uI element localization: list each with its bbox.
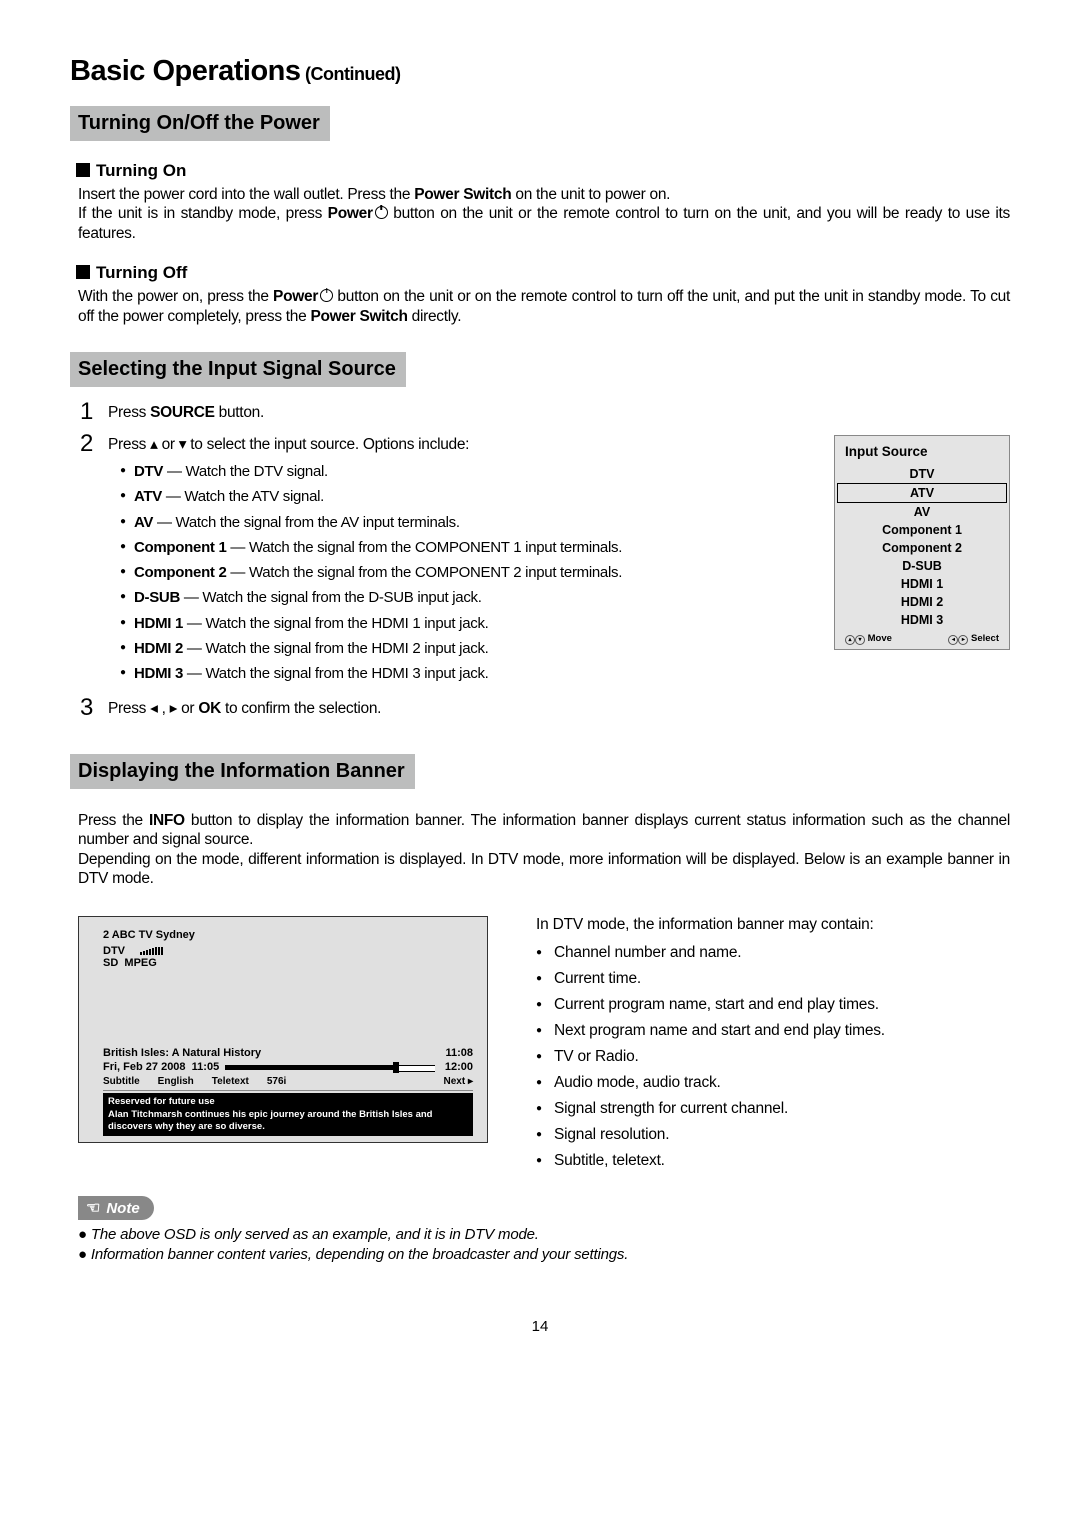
step-2: 2 Press ▴ or ▾ to select the input sourc… bbox=[80, 431, 816, 689]
document-page: Basic Operations (Continued) Turning On/… bbox=[0, 0, 1080, 1375]
banner-info-intro: In DTV mode, the information banner may … bbox=[536, 916, 1010, 934]
square-bullet-icon bbox=[76, 265, 90, 279]
banner-channel: 2 ABC TV Sydney bbox=[103, 929, 473, 941]
info-bullet: ●Signal resolution. bbox=[536, 1126, 1010, 1144]
section-title-banner: Displaying the Information Banner bbox=[70, 754, 415, 789]
info-bullet: ●Audio mode, audio track. bbox=[536, 1074, 1010, 1092]
input-source-item: HDMI 2 bbox=[837, 593, 1007, 611]
input-option: ●Component 2 — Watch the signal from the… bbox=[120, 563, 816, 583]
section-power: Turning On/Off the Power Turning On Inse… bbox=[70, 106, 1010, 326]
page-number: 14 bbox=[70, 1318, 1010, 1335]
banner-progress: Fri, Feb 27 2008 11:05 12:00 bbox=[103, 1061, 473, 1073]
input-source-item: Component 2 bbox=[837, 539, 1007, 557]
info-banner-diagram: 2 ABC TV Sydney DTV SD MPEG British Isle… bbox=[78, 916, 488, 1143]
title-text: Basic Operations bbox=[70, 55, 301, 87]
banner-reserved: Reserved for future use Alan Titchmarsh … bbox=[103, 1093, 473, 1136]
banner-info-list: In DTV mode, the information banner may … bbox=[506, 916, 1010, 1178]
info-bullet: ●TV or Radio. bbox=[536, 1048, 1010, 1066]
input-source-item: HDMI 3 bbox=[837, 611, 1007, 629]
banner-sd-mpeg: SD MPEG bbox=[103, 957, 473, 969]
input-option: ●Component 1 — Watch the signal from the… bbox=[120, 538, 816, 558]
note-label: ☜ Note bbox=[78, 1196, 154, 1220]
banner-mode-row: DTV bbox=[103, 945, 473, 957]
step2-bullets: ●DTV — Watch the DTV signal. ●ATV — Watch… bbox=[120, 462, 816, 684]
info-bullet: ●Current program name, start and end pla… bbox=[536, 996, 1010, 1014]
continued-text: (Continued) bbox=[301, 64, 401, 84]
info-bullet: ●Subtitle, teletext. bbox=[536, 1152, 1010, 1170]
banner-meta: Subtitle English Teletext 576i bbox=[103, 1076, 286, 1087]
sub1-title: Turning On bbox=[96, 161, 186, 180]
banner-p2: Depending on the mode, different informa… bbox=[78, 850, 1010, 889]
turning-on-p1: Insert the power cord into the wall outl… bbox=[78, 185, 1010, 204]
sub-heading-turning-off: Turning Off bbox=[76, 263, 1010, 283]
page-title: Basic Operations (Continued) bbox=[70, 55, 1010, 88]
input-source-item: D-SUB bbox=[837, 557, 1007, 575]
input-source-item: Component 1 bbox=[837, 521, 1007, 539]
banner-next: Next ▸ bbox=[444, 1076, 473, 1087]
turning-off-p1: With the power on, press the Power butto… bbox=[78, 287, 1010, 326]
progress-bar bbox=[225, 1065, 399, 1070]
step-3: 3 Press ◂ , ▸ or OK to confirm the selec… bbox=[80, 695, 816, 721]
input-option: ●DTV — Watch the DTV signal. bbox=[120, 462, 816, 482]
signal-bars-icon bbox=[140, 947, 163, 955]
info-bullet: ●Current time. bbox=[536, 970, 1010, 988]
input-source-box: Input Source DTVATVAVComponent 1Componen… bbox=[834, 435, 1010, 650]
turning-on-p2: If the unit is in standby mode, press Po… bbox=[78, 204, 1010, 243]
input-option: ●HDMI 3 — Watch the signal from the HDMI… bbox=[120, 664, 816, 684]
note-item: ●Information banner content varies, depe… bbox=[78, 1246, 1010, 1263]
note-list: ●The above OSD is only served as an exam… bbox=[78, 1226, 1010, 1263]
input-source-item: ATV bbox=[837, 483, 1007, 503]
input-option: ●ATV — Watch the ATV signal. bbox=[120, 487, 816, 507]
input-option: ●HDMI 2 — Watch the signal from the HDMI… bbox=[120, 639, 816, 659]
power-icon bbox=[320, 289, 333, 302]
banner-p1: Press the INFO button to display the inf… bbox=[78, 811, 1010, 850]
square-bullet-icon bbox=[76, 163, 90, 177]
section-title-input: Selecting the Input Signal Source bbox=[70, 352, 406, 387]
section-info-banner: Displaying the Information Banner Press … bbox=[70, 754, 1010, 1264]
section-title-power: Turning On/Off the Power bbox=[70, 106, 330, 141]
banner-prog-row: British Isles: A Natural History 11:08 bbox=[103, 1047, 473, 1059]
section-input-source: Selecting the Input Signal Source 1 Pres… bbox=[70, 352, 1010, 728]
input-option: ●HDMI 1 — Watch the signal from the HDMI… bbox=[120, 614, 816, 634]
input-source-item: AV bbox=[837, 503, 1007, 521]
input-source-title: Input Source bbox=[837, 438, 1007, 465]
input-source-item: DTV bbox=[837, 465, 1007, 483]
sub2-title: Turning Off bbox=[96, 263, 187, 282]
step2-intro: Press ▴ or ▾ to select the input source.… bbox=[108, 435, 816, 456]
sub-heading-turning-on: Turning On bbox=[76, 161, 1010, 181]
step-1: 1 Press SOURCE button. bbox=[80, 399, 816, 425]
power-icon bbox=[375, 206, 388, 219]
info-bullet: ●Signal strength for current channel. bbox=[536, 1100, 1010, 1118]
input-source-item: HDMI 1 bbox=[837, 575, 1007, 593]
info-bullet: ●Next program name and start and end pla… bbox=[536, 1022, 1010, 1040]
info-bullet: ●Channel number and name. bbox=[536, 944, 1010, 962]
input-source-footer: ▴▾ Move ◂▸ Select bbox=[837, 629, 1007, 647]
hand-icon: ☜ bbox=[86, 1198, 100, 1218]
note-item: ●The above OSD is only served as an exam… bbox=[78, 1226, 1010, 1243]
input-option: ●D-SUB — Watch the signal from the D-SUB… bbox=[120, 588, 816, 608]
input-option: ●AV — Watch the signal from the AV input… bbox=[120, 513, 816, 533]
